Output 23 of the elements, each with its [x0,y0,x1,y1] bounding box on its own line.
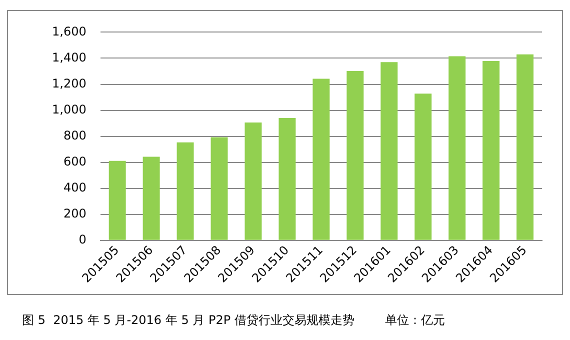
y-tick-label: 200 [63,206,86,221]
y-tick-label: 1,400 [52,50,86,64]
bar [278,118,296,240]
y-tick-label: 1,600 [52,24,86,38]
bar [414,94,432,240]
y-tick-label: 0 [78,232,86,247]
bar [516,54,534,240]
y-tick-label: 400 [63,180,86,194]
bar [312,78,330,240]
caption: 图 5 2015 年 5 月-2016 年 5 月 P2P 借贷行业交易规模走势 单位：亿元 [22,312,446,329]
bar [210,137,228,240]
bar [244,122,262,240]
bar [176,142,194,240]
bar [346,70,364,240]
y-tick-label: 600 [63,154,86,168]
bar [380,62,398,240]
y-tick-label: 1,200 [52,76,86,90]
y-tick-label: 1,000 [52,102,86,116]
bar [448,56,466,240]
bar [108,160,126,240]
y-tick-label: 800 [63,128,86,142]
bar [482,60,500,240]
bar [142,156,160,240]
